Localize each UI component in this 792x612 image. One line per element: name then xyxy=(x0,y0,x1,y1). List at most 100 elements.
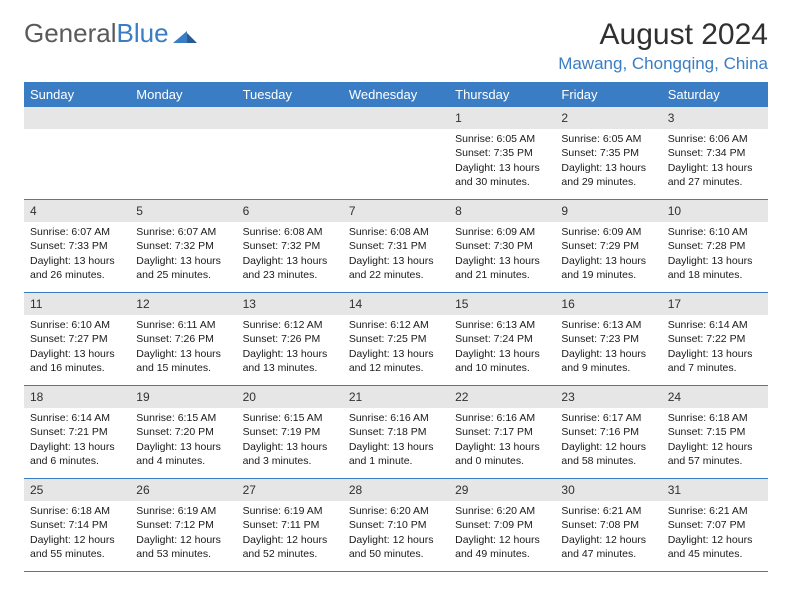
day-number: 31 xyxy=(662,479,768,501)
day-content: Sunrise: 6:08 AMSunset: 7:31 PMDaylight:… xyxy=(343,222,449,286)
logo-triangle-icon xyxy=(173,25,197,43)
day-content: Sunrise: 6:12 AMSunset: 7:26 PMDaylight:… xyxy=(237,315,343,379)
calendar-day-cell: 31Sunrise: 6:21 AMSunset: 7:07 PMDayligh… xyxy=(662,479,768,572)
month-title: August 2024 xyxy=(558,18,768,52)
title-block: August 2024 Mawang, Chongqing, China xyxy=(558,18,768,74)
weekday-header: Monday xyxy=(130,82,236,107)
day-content: Sunrise: 6:09 AMSunset: 7:29 PMDaylight:… xyxy=(555,222,661,286)
sunrise-text: Sunrise: 6:07 AM xyxy=(136,225,230,239)
sunrise-text: Sunrise: 6:18 AM xyxy=(668,411,762,425)
calendar-day-cell: 25Sunrise: 6:18 AMSunset: 7:14 PMDayligh… xyxy=(24,479,130,572)
day-number: 10 xyxy=(662,200,768,222)
sunset-text: Sunset: 7:26 PM xyxy=(136,332,230,346)
daylight-text: Daylight: 13 hours and 21 minutes. xyxy=(455,254,549,282)
day-content: Sunrise: 6:21 AMSunset: 7:08 PMDaylight:… xyxy=(555,501,661,565)
sunrise-text: Sunrise: 6:12 AM xyxy=(349,318,443,332)
calendar-day-cell: 15Sunrise: 6:13 AMSunset: 7:24 PMDayligh… xyxy=(449,293,555,386)
sunset-text: Sunset: 7:30 PM xyxy=(455,239,549,253)
daylight-text: Daylight: 12 hours and 50 minutes. xyxy=(349,533,443,561)
calendar-table: Sunday Monday Tuesday Wednesday Thursday… xyxy=(24,82,768,572)
calendar-day-cell xyxy=(237,107,343,200)
daylight-text: Daylight: 13 hours and 4 minutes. xyxy=(136,440,230,468)
day-content: Sunrise: 6:08 AMSunset: 7:32 PMDaylight:… xyxy=(237,222,343,286)
day-content: Sunrise: 6:10 AMSunset: 7:28 PMDaylight:… xyxy=(662,222,768,286)
calendar-day-cell: 28Sunrise: 6:20 AMSunset: 7:10 PMDayligh… xyxy=(343,479,449,572)
calendar-day-cell: 24Sunrise: 6:18 AMSunset: 7:15 PMDayligh… xyxy=(662,386,768,479)
day-number: 22 xyxy=(449,386,555,408)
sunrise-text: Sunrise: 6:21 AM xyxy=(668,504,762,518)
day-content: Sunrise: 6:13 AMSunset: 7:24 PMDaylight:… xyxy=(449,315,555,379)
sunset-text: Sunset: 7:16 PM xyxy=(561,425,655,439)
calendar-day-cell: 14Sunrise: 6:12 AMSunset: 7:25 PMDayligh… xyxy=(343,293,449,386)
sunset-text: Sunset: 7:25 PM xyxy=(349,332,443,346)
day-number: 5 xyxy=(130,200,236,222)
daylight-text: Daylight: 12 hours and 52 minutes. xyxy=(243,533,337,561)
calendar-day-cell: 7Sunrise: 6:08 AMSunset: 7:31 PMDaylight… xyxy=(343,200,449,293)
day-content: Sunrise: 6:19 AMSunset: 7:12 PMDaylight:… xyxy=(130,501,236,565)
day-content: Sunrise: 6:21 AMSunset: 7:07 PMDaylight:… xyxy=(662,501,768,565)
sunrise-text: Sunrise: 6:14 AM xyxy=(668,318,762,332)
sunset-text: Sunset: 7:18 PM xyxy=(349,425,443,439)
calendar-body: 1Sunrise: 6:05 AMSunset: 7:35 PMDaylight… xyxy=(24,107,768,572)
day-content: Sunrise: 6:07 AMSunset: 7:33 PMDaylight:… xyxy=(24,222,130,286)
daylight-text: Daylight: 13 hours and 18 minutes. xyxy=(668,254,762,282)
day-number: 8 xyxy=(449,200,555,222)
calendar-day-cell: 19Sunrise: 6:15 AMSunset: 7:20 PMDayligh… xyxy=(130,386,236,479)
sunset-text: Sunset: 7:19 PM xyxy=(243,425,337,439)
day-content: Sunrise: 6:07 AMSunset: 7:32 PMDaylight:… xyxy=(130,222,236,286)
sunset-text: Sunset: 7:20 PM xyxy=(136,425,230,439)
calendar-day-cell: 18Sunrise: 6:14 AMSunset: 7:21 PMDayligh… xyxy=(24,386,130,479)
day-content: Sunrise: 6:05 AMSunset: 7:35 PMDaylight:… xyxy=(555,129,661,193)
day-content: Sunrise: 6:18 AMSunset: 7:15 PMDaylight:… xyxy=(662,408,768,472)
weekday-header: Wednesday xyxy=(343,82,449,107)
day-number: 6 xyxy=(237,200,343,222)
sunset-text: Sunset: 7:34 PM xyxy=(668,146,762,160)
calendar-week-row: 4Sunrise: 6:07 AMSunset: 7:33 PMDaylight… xyxy=(24,200,768,293)
sunset-text: Sunset: 7:09 PM xyxy=(455,518,549,532)
sunset-text: Sunset: 7:08 PM xyxy=(561,518,655,532)
calendar-week-row: 18Sunrise: 6:14 AMSunset: 7:21 PMDayligh… xyxy=(24,386,768,479)
day-content: Sunrise: 6:10 AMSunset: 7:27 PMDaylight:… xyxy=(24,315,130,379)
sunrise-text: Sunrise: 6:10 AM xyxy=(30,318,124,332)
day-content: Sunrise: 6:13 AMSunset: 7:23 PMDaylight:… xyxy=(555,315,661,379)
sunset-text: Sunset: 7:11 PM xyxy=(243,518,337,532)
day-number: 2 xyxy=(555,107,661,129)
day-content: Sunrise: 6:14 AMSunset: 7:21 PMDaylight:… xyxy=(24,408,130,472)
daylight-text: Daylight: 13 hours and 27 minutes. xyxy=(668,161,762,189)
calendar-day-cell: 10Sunrise: 6:10 AMSunset: 7:28 PMDayligh… xyxy=(662,200,768,293)
sunrise-text: Sunrise: 6:10 AM xyxy=(668,225,762,239)
day-number xyxy=(343,107,449,129)
calendar-day-cell: 17Sunrise: 6:14 AMSunset: 7:22 PMDayligh… xyxy=(662,293,768,386)
sunset-text: Sunset: 7:24 PM xyxy=(455,332,549,346)
calendar-day-cell xyxy=(130,107,236,200)
daylight-text: Daylight: 13 hours and 23 minutes. xyxy=(243,254,337,282)
sunrise-text: Sunrise: 6:14 AM xyxy=(30,411,124,425)
calendar-day-cell: 6Sunrise: 6:08 AMSunset: 7:32 PMDaylight… xyxy=(237,200,343,293)
day-number: 16 xyxy=(555,293,661,315)
calendar-week-row: 11Sunrise: 6:10 AMSunset: 7:27 PMDayligh… xyxy=(24,293,768,386)
sunrise-text: Sunrise: 6:16 AM xyxy=(349,411,443,425)
calendar-day-cell: 20Sunrise: 6:15 AMSunset: 7:19 PMDayligh… xyxy=(237,386,343,479)
calendar-day-cell: 3Sunrise: 6:06 AMSunset: 7:34 PMDaylight… xyxy=(662,107,768,200)
sunset-text: Sunset: 7:32 PM xyxy=(136,239,230,253)
calendar-day-cell: 4Sunrise: 6:07 AMSunset: 7:33 PMDaylight… xyxy=(24,200,130,293)
calendar-day-cell: 21Sunrise: 6:16 AMSunset: 7:18 PMDayligh… xyxy=(343,386,449,479)
sunrise-text: Sunrise: 6:20 AM xyxy=(455,504,549,518)
sunset-text: Sunset: 7:26 PM xyxy=(243,332,337,346)
calendar-day-cell: 1Sunrise: 6:05 AMSunset: 7:35 PMDaylight… xyxy=(449,107,555,200)
day-number: 7 xyxy=(343,200,449,222)
daylight-text: Daylight: 13 hours and 9 minutes. xyxy=(561,347,655,375)
header: GeneralBlue August 2024 Mawang, Chongqin… xyxy=(24,18,768,74)
daylight-text: Daylight: 12 hours and 58 minutes. xyxy=(561,440,655,468)
calendar-day-cell: 9Sunrise: 6:09 AMSunset: 7:29 PMDaylight… xyxy=(555,200,661,293)
sunrise-text: Sunrise: 6:16 AM xyxy=(455,411,549,425)
day-content: Sunrise: 6:09 AMSunset: 7:30 PMDaylight:… xyxy=(449,222,555,286)
sunrise-text: Sunrise: 6:19 AM xyxy=(136,504,230,518)
day-content: Sunrise: 6:16 AMSunset: 7:18 PMDaylight:… xyxy=(343,408,449,472)
day-content: Sunrise: 6:15 AMSunset: 7:19 PMDaylight:… xyxy=(237,408,343,472)
sunrise-text: Sunrise: 6:07 AM xyxy=(30,225,124,239)
location-label: Mawang, Chongqing, China xyxy=(558,54,768,74)
day-number: 18 xyxy=(24,386,130,408)
sunrise-text: Sunrise: 6:09 AM xyxy=(561,225,655,239)
sunset-text: Sunset: 7:15 PM xyxy=(668,425,762,439)
